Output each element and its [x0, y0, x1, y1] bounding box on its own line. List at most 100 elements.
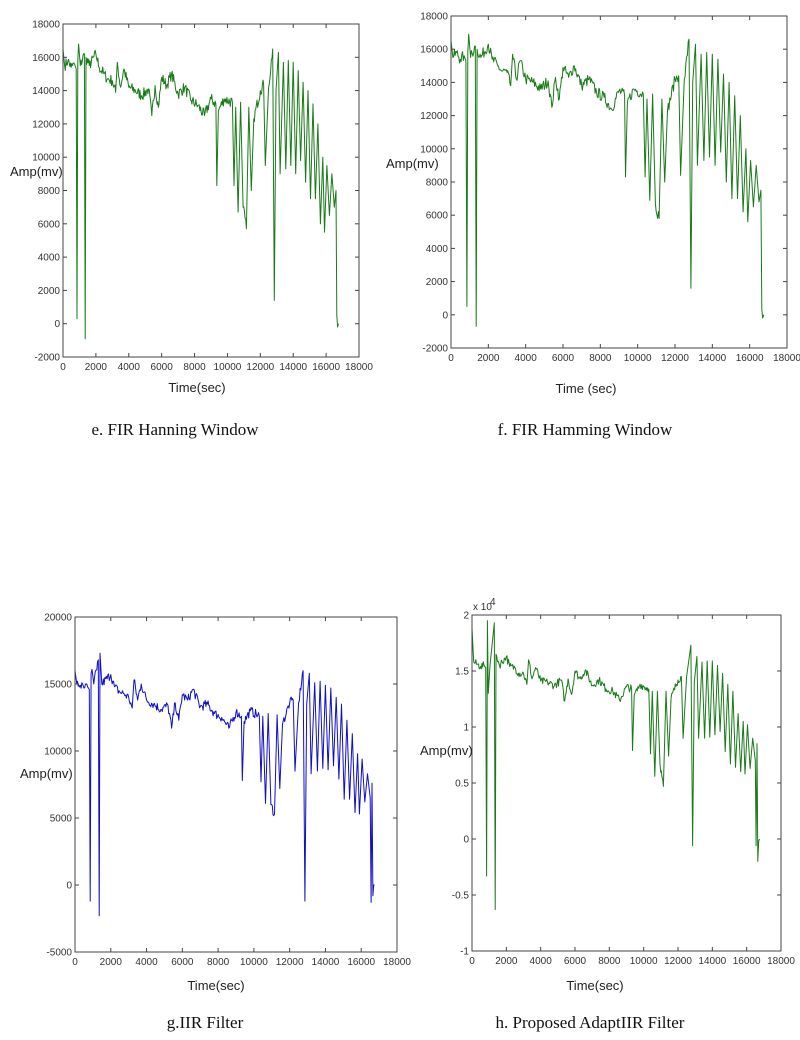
x-tick-label: 14000 [698, 956, 726, 967]
y-tick-label: 10000 [32, 153, 60, 164]
x-tick-label: 8000 [207, 957, 230, 968]
x-tick-label: 12000 [276, 957, 304, 968]
y-tick-label: 16000 [420, 45, 448, 56]
y-tick-label: 1 [463, 723, 469, 734]
x-tick-label: 12000 [246, 362, 274, 373]
caption-f: f. FIR Hamming Window [497, 420, 673, 439]
x-tick-label: 6000 [171, 957, 194, 968]
y-tick-label: 10000 [44, 747, 72, 758]
y-tick-label: 10000 [420, 144, 448, 155]
y-tick-label: 6000 [38, 219, 61, 230]
chart-2: 0 2000 4000 6000 8000 10000 12000 14000 16000 180… [20, 613, 411, 994]
x-tick-label: 16000 [736, 353, 764, 364]
x-tick-label: 10000 [214, 362, 242, 373]
y-axis-label: Amp(mv) [20, 766, 73, 781]
chart-3: 0 2000 4000 6000 8000 10000 12000 14000 16000 180… [420, 597, 795, 993]
chart-0: 0 2000 4000 6000 8000 10000 12000 14000 16000 180… [10, 20, 373, 396]
y-axis-label: Amp(mv) [386, 156, 439, 171]
y-tick-label: 0 [442, 310, 448, 321]
y-tick-label: 0 [463, 835, 469, 846]
y-tick-label: 2000 [426, 277, 449, 288]
series-line [74, 652, 375, 917]
x-tick-label: 4000 [118, 362, 141, 373]
y-tick-label: 5000 [50, 814, 73, 825]
x-tick-label: 2000 [85, 362, 108, 373]
x-tick-label: 16000 [733, 956, 761, 967]
y-tick-label: 2000 [38, 286, 61, 297]
y-tick-label: 4000 [426, 244, 449, 255]
y-tick-label: 18000 [420, 12, 448, 23]
x-tick-label: 18000 [383, 957, 411, 968]
chart-1: 0 2000 4000 6000 8000 10000 12000 14000 16000 180… [386, 12, 800, 397]
x-tick-label: 18000 [767, 956, 795, 967]
plot-frame [62, 23, 360, 358]
x-tick-label: 2000 [477, 353, 500, 364]
x-tick-label: 2000 [495, 956, 518, 967]
y-tick-label: -0.5 [452, 891, 470, 902]
y-multiplier-exponent: 4 [490, 597, 496, 608]
x-tick-label: 10000 [240, 957, 268, 968]
caption-g: g.IIR Filter [166, 1013, 244, 1032]
x-tick-label: 18000 [773, 353, 800, 364]
x-tick-label: 4000 [530, 956, 553, 967]
x-tick-label: 0 [72, 957, 78, 968]
y-tick-label: 4000 [38, 253, 61, 264]
x-tick-label: 18000 [345, 362, 373, 373]
x-axis-label: Time(sec) [566, 978, 623, 993]
x-tick-label: 6000 [552, 353, 575, 364]
x-axis-label: Time (sec) [556, 381, 617, 396]
x-axis-label: Time(sec) [168, 380, 225, 395]
y-tick-label: 2 [463, 611, 469, 622]
x-axis-label: Time(sec) [187, 978, 244, 993]
y-tick-label: 0 [66, 881, 72, 892]
y-tick-label: 16000 [32, 53, 60, 64]
x-tick-label: 4000 [515, 353, 538, 364]
y-axis-label: Amp(mv) [420, 743, 473, 758]
plot-frame [471, 614, 782, 952]
y-tick-label: 1.5 [455, 667, 469, 678]
y-tick-label: 14000 [420, 78, 448, 89]
y-tick-label: -2000 [422, 344, 448, 355]
x-tick-label: 8000 [589, 353, 612, 364]
x-tick-label: 6000 [151, 362, 174, 373]
x-tick-label: 0 [469, 956, 475, 967]
x-tick-label: 6000 [564, 956, 587, 967]
y-tick-label: 20000 [44, 613, 72, 624]
y-tick-label: 8000 [38, 186, 61, 197]
x-tick-label: 8000 [598, 956, 621, 967]
x-tick-label: 16000 [312, 362, 340, 373]
x-tick-label: 12000 [661, 353, 689, 364]
x-tick-label: 14000 [279, 362, 307, 373]
x-tick-label: 14000 [698, 353, 726, 364]
x-tick-label: 16000 [347, 957, 375, 968]
y-tick-label: 8000 [426, 178, 449, 189]
x-tick-label: 2000 [100, 957, 123, 968]
y-tick-label: 12000 [32, 119, 60, 130]
y-tick-label: 18000 [32, 20, 60, 31]
x-tick-label: 0 [60, 362, 66, 373]
y-axis-label: Amp(mv) [10, 164, 63, 179]
series-line [62, 43, 339, 340]
x-tick-label: 10000 [624, 353, 652, 364]
series-line [471, 620, 760, 911]
y-tick-label: -5000 [46, 948, 72, 959]
x-tick-label: 4000 [135, 957, 158, 968]
plot-frame [74, 616, 398, 953]
y-tick-label: -2000 [34, 353, 60, 364]
y-tick-label: 12000 [420, 111, 448, 122]
x-tick-label: 14000 [312, 957, 340, 968]
x-tick-label: 0 [448, 353, 454, 364]
y-tick-label: 15000 [44, 680, 72, 691]
series-line [450, 33, 765, 327]
caption-e: e. FIR Hanning Window [91, 420, 259, 439]
y-tick-label: 14000 [32, 86, 60, 97]
caption-h: h. Proposed AdaptIIR Filter [495, 1013, 685, 1032]
x-tick-label: 8000 [183, 362, 206, 373]
y-tick-label: -1 [460, 947, 469, 958]
x-tick-label: 10000 [630, 956, 658, 967]
y-multiplier-label: x 10 [473, 602, 492, 613]
y-tick-label: 6000 [426, 211, 449, 222]
y-tick-label: 0 [54, 319, 60, 330]
y-tick-label: 0.5 [455, 779, 469, 790]
